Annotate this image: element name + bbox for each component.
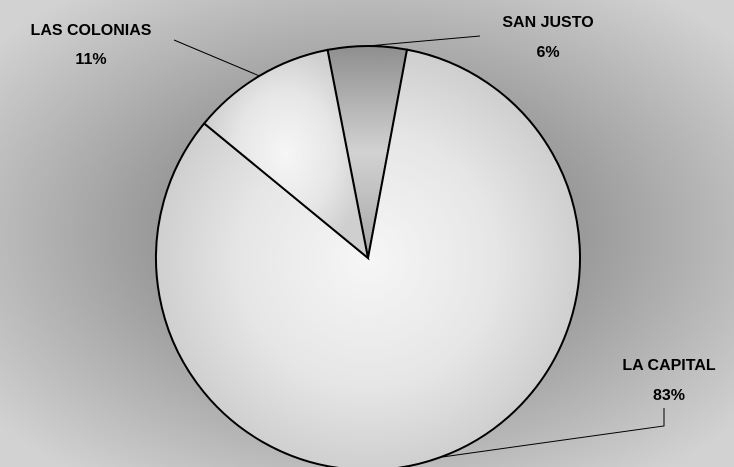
slice-label-las-colonias-name: LAS COLONIAS [31,22,152,39]
slice-label-san-justo-percent: 6% [536,44,559,61]
slice-label-las-colonias-percent: 11% [75,51,106,68]
slice-label-la-capital-name: LA CAPITAL [622,357,716,374]
leader-lines [173,35,665,458]
slice-label-san-justo: SAN JUSTO 6% [502,14,593,61]
pie-slice-las-colonias [202,48,370,261]
slice-label-las-colonias: LAS COLONIAS 11% [31,22,152,68]
leader-line-san-justo [367,35,481,47]
pie-slices [155,45,581,467]
slice-label-la-capital: LA CAPITAL 83% [622,357,716,404]
leader-line-las-colonias [173,39,260,77]
leader-line-la-capital [440,408,665,458]
slice-label-san-justo-name: SAN JUSTO [502,14,593,31]
slice-label-la-capital-percent: 83% [653,387,685,404]
